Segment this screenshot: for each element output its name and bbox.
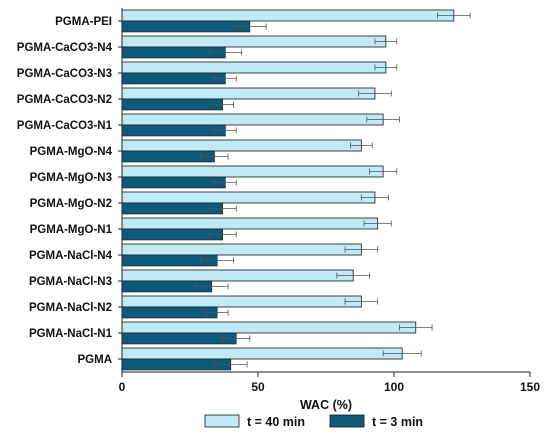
x-tick-label-0: 0 [119,380,126,394]
error-bar-40min-pgma-mgo-n1 [363,220,392,227]
category-label-pgma-mgo-n4: PGMA-MgO-N4 [30,146,113,158]
error-bar-3min-pgma-nacl-n3 [195,283,229,290]
category-label-pgma-pei: PGMA-PEI [55,16,112,28]
bar-40min-pgma-nacl-n4 [121,243,362,256]
bar-3min-pgma-mgo-n3 [121,176,226,189]
legend-label-3min: t = 3 min [372,415,423,429]
error-bar-3min-pgma-mgo-n2 [208,205,237,212]
error-bar-3min-pgma-mgo-n1 [208,231,237,238]
category-label-pgma-mgo-n1: PGMA-MgO-N1 [30,224,113,236]
error-bar-3min-pgma-caco3-n2 [211,101,234,108]
bar-3min-pgma-mgo-n2 [121,202,223,215]
error-bar-3min-pgma-mgo-n3 [214,179,237,186]
x-tick-label-150: 150 [520,380,540,394]
legend-swatch-40min [204,414,240,428]
bar-3min-pgma-caco3-n3 [121,72,226,85]
bar-40min-pgma-caco3-n3 [121,61,387,74]
category-label-pgma-caco3-n3: PGMA-CaCO3-N3 [17,68,112,80]
bar-40min-pgma-mgo-n4 [121,139,362,152]
category-label-pgma-caco3-n2: PGMA-CaCO3-N2 [17,94,112,106]
error-bar-40min-pgma-caco3-n4 [374,38,398,45]
error-bar-40min-pgma-caco3-n1 [366,116,400,123]
error-bars-group [195,12,471,368]
error-bar-3min-pgma [214,361,248,368]
category-labels-group: PGMA-PEI PGMA-CaCO3-N4 PGMA-CaCO3-N3 PGMA-C… [17,16,113,366]
error-bar-40min-pgma-pei [437,12,471,19]
bar-3min-pgma-nacl-n2 [121,306,218,319]
axes-group [118,8,531,377]
legend-item-40min: t = 40 min [204,414,305,429]
x-tick-labels-group: 0 50 100 150 [119,380,541,394]
category-label-pgma-mgo-n3: PGMA-MgO-N3 [30,172,112,184]
error-bar-3min-pgma-pei [233,23,267,30]
error-bar-40min-pgma [382,350,422,357]
x-tick-label-100: 100 [384,380,404,394]
error-bar-40min-pgma-nacl-n1 [399,324,433,331]
category-label-pgma-nacl-n2: PGMA-NaCl-N2 [29,302,112,314]
x-tick-label-50: 50 [251,380,265,394]
error-bar-3min-pgma-caco3-n4 [208,49,243,56]
category-label-pgma-nacl-n1: PGMA-NaCl-N1 [29,328,113,340]
bar-3min-pgma-caco3-n2 [121,98,223,111]
legend-label-40min: t = 40 min [247,415,305,429]
bar-40min-pgma-caco3-n2 [121,87,376,100]
category-label-pgma-mgo-n2: PGMA-MgO-N2 [30,198,112,210]
category-label-pgma: PGMA [78,354,113,366]
category-label-pgma-caco3-n1: PGMA-CaCO3-N1 [17,120,113,132]
x-axis-title: WAC (%) [300,398,352,412]
bar-40min-pgma-nacl-n2 [121,295,362,308]
bar-3min-pgma-caco3-n1 [121,124,226,137]
bar-40min-pgma-mgo-n3 [121,165,384,178]
error-bar-3min-pgma-caco3-n1 [214,127,237,134]
error-bar-40min-pgma-caco3-n2 [358,90,392,97]
category-label-pgma-nacl-n4: PGMA-NaCl-N4 [29,250,113,262]
bar-40min-pgma-nacl-n1 [121,321,417,334]
bar-40min-pgma-caco3-n4 [121,35,387,48]
bar-40min-pgma-nacl-n3 [121,269,354,282]
bar-40min-pgma-mgo-n1 [121,217,379,230]
error-bar-40min-pgma-mgo-n4 [350,142,373,149]
bar-40min-pgma [121,347,403,360]
bar-40min-pgma-mgo-n2 [121,191,376,204]
bar-40min-pgma-pei [121,9,455,22]
error-bar-40min-pgma-nacl-n4 [344,246,379,253]
bars-group [121,9,455,371]
bar-40min-pgma-caco3-n1 [121,113,384,126]
bar-3min-pgma-mgo-n1 [121,228,223,241]
error-bar-3min-pgma-nacl-n2 [205,309,229,316]
error-bar-40min-pgma-caco3-n3 [374,64,398,71]
error-bar-3min-pgma-nacl-n1 [222,335,251,342]
error-bar-3min-pgma-mgo-n4 [200,153,229,160]
category-label-pgma-nacl-n3: PGMA-NaCl-N3 [29,276,112,288]
error-bar-40min-pgma-nacl-n2 [344,298,379,305]
category-label-pgma-caco3-n4: PGMA-CaCO3-N4 [17,42,113,54]
error-bar-40min-pgma-mgo-n2 [360,194,389,201]
error-bar-40min-pgma-nacl-n3 [336,272,370,279]
bar-3min-pgma-pei [121,20,251,33]
legend: t = 40 min t = 3 min [204,414,423,429]
bar-3min-pgma-nacl-n1 [121,332,237,345]
error-bar-3min-pgma-caco3-n3 [214,75,237,82]
error-bar-40min-pgma-mgo-n3 [369,168,398,175]
legend-swatch-3min [329,414,365,428]
error-bar-3min-pgma-nacl-n4 [200,257,234,264]
legend-item-3min: t = 3 min [329,414,423,429]
